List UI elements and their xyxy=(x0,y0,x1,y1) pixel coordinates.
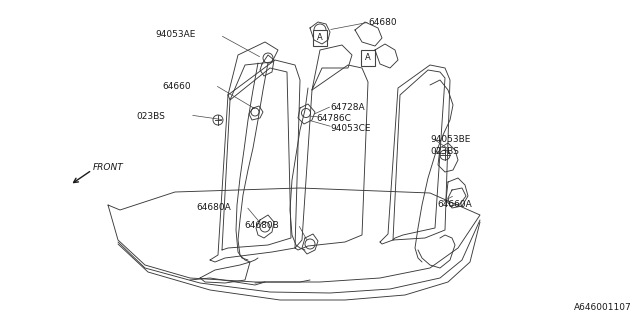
Text: 023BS: 023BS xyxy=(430,147,459,156)
Text: A646001107: A646001107 xyxy=(574,303,632,312)
Bar xyxy=(361,50,375,66)
Text: 64728A: 64728A xyxy=(330,103,365,112)
Text: A: A xyxy=(365,53,371,62)
Text: 64660: 64660 xyxy=(162,82,191,91)
Text: 64680: 64680 xyxy=(368,18,397,27)
Text: FRONT: FRONT xyxy=(93,163,124,172)
Text: 64680A: 64680A xyxy=(196,203,231,212)
Text: 64660A: 64660A xyxy=(437,200,472,209)
Text: 94053AE: 94053AE xyxy=(155,30,195,39)
Text: A: A xyxy=(317,34,323,43)
Text: 023BS: 023BS xyxy=(136,112,165,121)
Text: 94053CE: 94053CE xyxy=(330,124,371,133)
Text: 64786C: 64786C xyxy=(316,114,351,123)
Bar xyxy=(313,30,327,46)
Text: 64680B: 64680B xyxy=(244,221,279,230)
Text: 94053BE: 94053BE xyxy=(430,135,470,144)
